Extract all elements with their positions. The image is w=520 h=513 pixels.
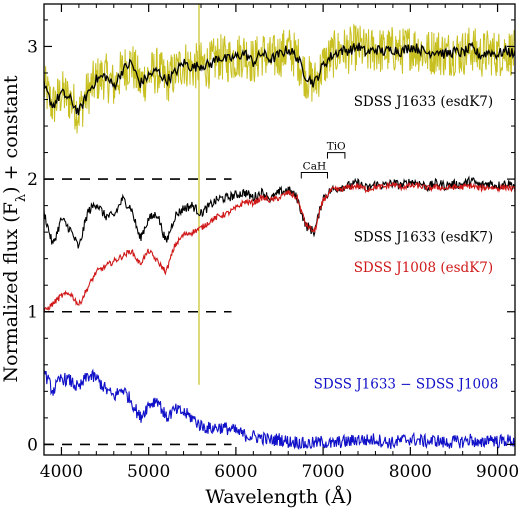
series-1-line — [44, 175, 515, 249]
reference-lines — [44, 178, 232, 446]
y-tick-label: 2 — [27, 170, 38, 190]
x-axis-ticks: 4000 5000 6000 7000 8000 9000 — [40, 4, 519, 482]
series-3-line — [44, 368, 515, 451]
y-tick-label: 0 — [27, 435, 38, 455]
feature-label-0: CaH — [303, 160, 326, 172]
feature-label-1: TiO — [327, 141, 346, 153]
y-tick-label: 3 — [27, 37, 38, 57]
series-0-noise-line — [44, 23, 515, 134]
y-axis-title-main: Normalized flux (F — [0, 202, 22, 382]
x-tick-label: 7000 — [301, 462, 344, 482]
y-axis-title-sub: λ — [14, 194, 29, 202]
plot-frame — [43, 3, 516, 456]
plot-background — [44, 4, 515, 455]
series-annotations: SDSS J1633 (esdK7) SDSS J1633 (esdK7) SDSS… — [314, 94, 499, 393]
y-tick-label: 1 — [27, 303, 38, 323]
x-tick-label: 6000 — [214, 462, 257, 482]
feature-bracket-1 — [326, 152, 346, 159]
x-tick-label: 4000 — [40, 462, 83, 482]
y-axis-title-suffix: ) + constant — [0, 75, 22, 194]
series-annotation-3: SDSS J1633 − SDSS J1008 — [314, 377, 499, 393]
series-annotation-0: SDSS J1633 (esdK7) — [354, 94, 493, 110]
x-tick-label: 9000 — [476, 462, 519, 482]
x-tick-label: 5000 — [127, 462, 170, 482]
series-annotation-1: SDSS J1633 (esdK7) — [354, 229, 493, 245]
series-layer — [44, 4, 515, 451]
y-axis-ticks: 0 1 2 3 — [27, 19, 515, 455]
feature-bracket-0 — [300, 171, 328, 179]
series-annotation-2: SDSS J1008 (esdK7) — [354, 260, 493, 276]
x-axis-title: Wavelength (Å) — [205, 486, 352, 508]
series-0-line — [44, 41, 515, 116]
y-axis-title: Normalized flux (Fλ) + constant — [0, 75, 29, 382]
x-tick-label: 8000 — [389, 462, 432, 482]
series-2-line — [44, 181, 515, 313]
